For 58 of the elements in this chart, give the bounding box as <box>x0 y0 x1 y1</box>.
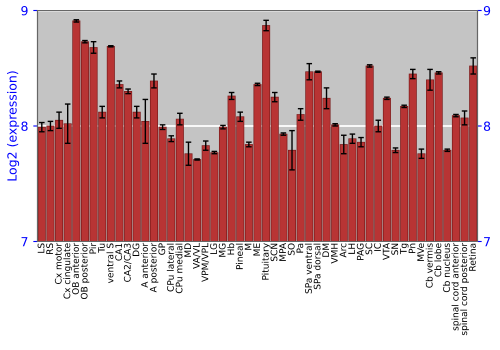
y2-tick-label: 9 <box>484 6 490 16</box>
x-tick-label: PAG <box>356 244 364 260</box>
x-tick-label: Cx motor <box>54 242 62 284</box>
x-tick-label: VMH <box>331 244 338 264</box>
x-tick-label: M <box>244 244 252 250</box>
x-tick-label: VA/VL <box>193 242 200 269</box>
x-tick-label: SCN <box>270 244 278 262</box>
x-tick-label: Pn <box>408 244 416 254</box>
x-tick-label: LS <box>38 243 44 253</box>
x-tick-label: Tu <box>98 244 105 253</box>
x-tick-label: OB posterior <box>80 242 90 300</box>
x-tick-label: CPu lateral <box>166 244 174 292</box>
x-tick-label: Cx cingulate <box>63 243 72 299</box>
y-tick-label: 7 <box>22 237 28 246</box>
x-tick-label: Hb <box>227 243 234 255</box>
x-tick-label: MVe <box>417 243 424 261</box>
x-tick-label: LH <box>348 244 355 254</box>
y-tick-label: 8 <box>21 121 28 131</box>
x-tick-label: Retina <box>468 244 476 271</box>
x-tick-label: SPa dorsal <box>314 244 321 290</box>
x-tick-label: A anterior <box>140 242 148 288</box>
y-axis-title: Log2 (expression) <box>7 71 20 180</box>
x-tick-label: Cb nucleus <box>442 243 450 292</box>
x-tick-label: Arc <box>340 243 346 258</box>
x-tick-label: IC <box>374 243 381 251</box>
x-tick-label: Tg <box>400 244 409 254</box>
x-tick-label: OB anterior <box>72 242 79 294</box>
x-tick-label: SO <box>288 243 295 256</box>
x-tick-label: DM <box>322 244 330 257</box>
x-tick-label: MPA <box>279 242 286 261</box>
x-tick-label: Pa <box>296 244 304 253</box>
x-tick-label: LG <box>210 244 217 254</box>
x-tick-label: VPM/VPL <box>202 242 210 282</box>
x-tick-label: CA1 <box>115 244 122 261</box>
y-tick-label: 9 <box>21 6 28 16</box>
x-tick-label: spinal cord posterior <box>460 242 469 336</box>
x-tick-label: Pituitary <box>262 243 270 280</box>
x-tick-label: SPa ventral <box>304 244 312 294</box>
x-tick-label: RS <box>46 243 54 254</box>
x-tick-label: CPu medial <box>175 244 182 294</box>
x-tick-label: DG <box>132 244 140 256</box>
x-tick-label: MD <box>184 243 191 257</box>
y2-tick-label: 8 <box>484 121 490 131</box>
x-tick-label: SC <box>365 243 372 254</box>
x-tick-label: Cb vermis <box>426 243 433 288</box>
x-tick-label: Pir <box>89 242 96 254</box>
x-tick-label: SN <box>391 244 398 255</box>
x-tick-label: GP <box>158 243 166 255</box>
x-tick-label: ventral S <box>106 243 114 284</box>
x-tick-label: Cb lobe <box>434 243 442 277</box>
x-tick-label: spinal cord anterior <box>452 242 460 330</box>
x-tick-label: Pineal <box>236 244 243 270</box>
x-tick-label: ME <box>253 243 260 256</box>
x-tick-label: A posterior <box>150 242 158 292</box>
x-tick-label: MG <box>218 244 226 257</box>
x-tick-label: VTA <box>382 242 390 260</box>
y2-tick-label: 7 <box>484 237 490 246</box>
x-tick-label: CA2/CA3 <box>124 244 132 282</box>
